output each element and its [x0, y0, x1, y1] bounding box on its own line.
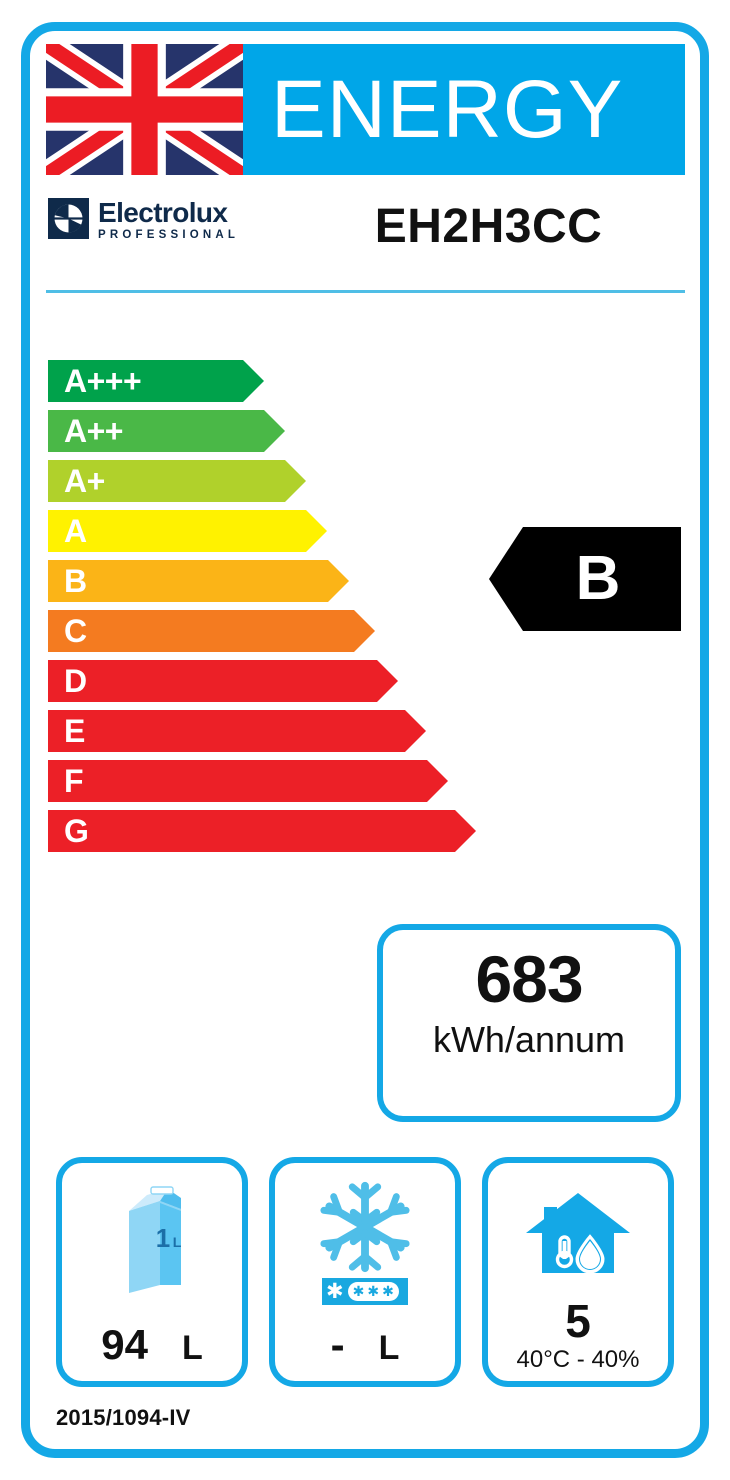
energy-consumption-unit: kWh/annum — [432, 1019, 626, 1060]
model-name: EH2H3CC — [374, 200, 603, 253]
energy-class-arrow — [48, 460, 306, 502]
energy-class-row-B: B — [48, 560, 349, 602]
freezer-capacity-value: - — [330, 1321, 345, 1368]
climate-icon-area — [488, 1175, 668, 1293]
flag-svg — [46, 44, 243, 175]
regulation-reference: 2015/1094-IV — [56, 1405, 191, 1430]
energy-class-row-F: F — [48, 760, 448, 802]
brand-subname: PROFESSIONAL — [98, 229, 240, 241]
energy-class-label: A++ — [64, 413, 123, 449]
fridge-capacity-unit: L — [181, 1329, 203, 1367]
energy-class-arrow — [48, 360, 264, 402]
energy-class-label: F — [64, 763, 84, 799]
energy-class-arrow — [48, 610, 375, 652]
energy-class-label: C — [64, 613, 87, 649]
energy-class-label: G — [64, 813, 89, 849]
climate-class-range: 40°C - 40% — [516, 1346, 640, 1373]
climate-class-foot: 5 40°C - 40% — [488, 1297, 668, 1375]
rating-pointer: B — [489, 527, 681, 631]
energy-class-arrow — [48, 660, 398, 702]
energy-title: ENERGY — [271, 63, 624, 155]
energy-class-arrow — [48, 760, 448, 802]
energy-class-label: A — [64, 513, 87, 549]
energy-class-row-Aplusplus: A++ — [48, 410, 285, 452]
rating-class-letter: B — [575, 544, 621, 613]
freezer-capacity-box: ✱ ✱ ✱ ✱ - L — [269, 1157, 461, 1387]
energy-class-scale: A+++ A++ A+ A B C D E F G — [48, 360, 448, 860]
energy-consumption-value: 683 — [475, 942, 583, 1016]
energy-class-arrow — [48, 810, 476, 852]
climate-class-value: 5 — [565, 1295, 591, 1347]
freezer-capacity-unit: L — [378, 1329, 400, 1367]
energy-class-arrow — [48, 710, 426, 752]
energy-class-arrow — [48, 560, 349, 602]
energy-class-label: A+ — [64, 463, 105, 499]
electrolux-mark-icon — [48, 198, 89, 239]
freezer-badge-star-3: ✱ — [382, 1283, 394, 1299]
freezer-star-badge: ✱ ✱ ✱ ✱ — [322, 1277, 408, 1305]
energy-class-row-E: E — [48, 710, 426, 752]
energy-class-label: E — [64, 713, 85, 749]
info-boxes: 1 L 94 L — [56, 1157, 674, 1387]
carton-label-unit: L — [173, 1234, 182, 1250]
house-climate-icon — [526, 1193, 630, 1274]
freezer-badge-star-1: ✱ — [352, 1283, 365, 1299]
freezer-badge-single-star: ✱ — [326, 1279, 344, 1303]
brand-row: Electrolux PROFESSIONAL EH2H3CC — [46, 192, 685, 278]
energy-class-label: B — [64, 563, 87, 599]
energy-class-arrow — [48, 510, 327, 552]
union-jack-flag-icon — [46, 44, 243, 175]
energy-class-row-Aplusplusplus: A+++ — [48, 360, 264, 402]
energy-class-row-D: D — [48, 660, 398, 702]
electrolux-wordmark: Electrolux PROFESSIONAL — [98, 198, 256, 242]
carton-label-value: 1 — [156, 1223, 170, 1253]
freezer-capacity-foot: - L — [275, 1322, 455, 1371]
freezer-badge-triple-pill: ✱ ✱ ✱ — [347, 1281, 399, 1301]
fridge-capacity-foot: 94 L — [62, 1322, 242, 1371]
label-header: ENERGY — [46, 44, 685, 175]
fridge-capacity-box: 1 L 94 L — [56, 1157, 248, 1387]
climate-class-box: 5 40°C - 40% — [482, 1157, 674, 1387]
freezer-icon-area: ✱ ✱ ✱ ✱ — [275, 1171, 455, 1311]
freezer-badge-star-2: ✱ — [367, 1283, 380, 1299]
energy-class-row-Aplus: A+ — [48, 460, 306, 502]
snowflake-icon — [320, 1181, 410, 1272]
energy-consumption-box: 683 kWh/annum — [377, 924, 681, 1122]
fridge-capacity-value: 94 — [101, 1321, 148, 1368]
energy-class-label: A+++ — [64, 363, 142, 399]
header-divider — [46, 290, 685, 293]
logo-mark-svg — [48, 198, 89, 239]
milk-carton-icon: 1 L — [129, 1186, 182, 1293]
energy-class-label: D — [64, 663, 87, 699]
electrolux-logo: Electrolux PROFESSIONAL — [48, 198, 256, 260]
energy-class-row-C: C — [48, 610, 375, 652]
brand-name: Electrolux — [98, 197, 228, 228]
energy-banner: ENERGY — [243, 44, 685, 175]
energy-class-arrow — [48, 410, 285, 452]
energy-class-row-G: G — [48, 810, 476, 852]
energy-class-row-A: A — [48, 510, 327, 552]
fridge-icon-area: 1 L — [62, 1171, 242, 1311]
